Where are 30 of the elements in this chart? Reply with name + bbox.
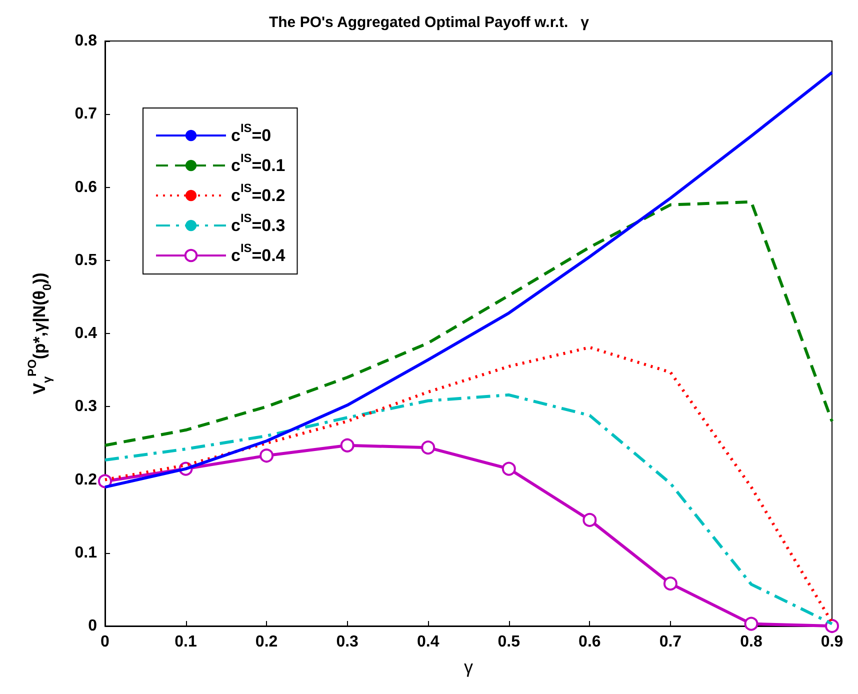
x-tick-label: 0.6 — [578, 634, 601, 650]
line-series — [104, 200, 834, 447]
y-axis-title: VγPO(p*,γ|N(θ0)) — [25, 272, 54, 394]
x-tick-label: 0.5 — [498, 634, 520, 650]
x-axis-title: γ — [464, 657, 473, 677]
point — [421, 440, 436, 455]
y-tick-label: 0.6 — [74, 178, 98, 196]
y-tick-label: 0.7 — [74, 106, 98, 123]
y-tick-label: 0.3 — [74, 398, 98, 416]
x-tick-label: 0.8 — [740, 634, 762, 650]
y-tick-label: 0.4 — [74, 325, 98, 342]
chart-title: The PO's Aggregated Optimal Payoff w.r.t. γ — [268, 14, 590, 31]
y-tick-label: 0 — [88, 618, 98, 634]
y-tick-label: 0.2 — [74, 471, 98, 488]
point — [260, 448, 274, 463]
point — [663, 576, 678, 591]
y-tick-label: 0.1 — [74, 544, 98, 562]
point — [502, 462, 516, 476]
y-tick-label: 0.5 — [74, 252, 98, 269]
x-tick-label: 0.2 — [255, 634, 278, 650]
x-tick-label: 0.1 — [174, 634, 197, 650]
x-tick-label: 0.3 — [336, 634, 359, 650]
point — [340, 438, 354, 452]
y-tick-label: 0.8 — [74, 32, 98, 50]
x-tick-label: 0.4 — [416, 634, 440, 650]
point — [582, 512, 597, 527]
x-tick-label: 0.9 — [820, 634, 844, 650]
point — [744, 616, 758, 631]
x-tick-label: 0.7 — [659, 634, 682, 650]
x-tick-label: 0 — [100, 634, 110, 650]
